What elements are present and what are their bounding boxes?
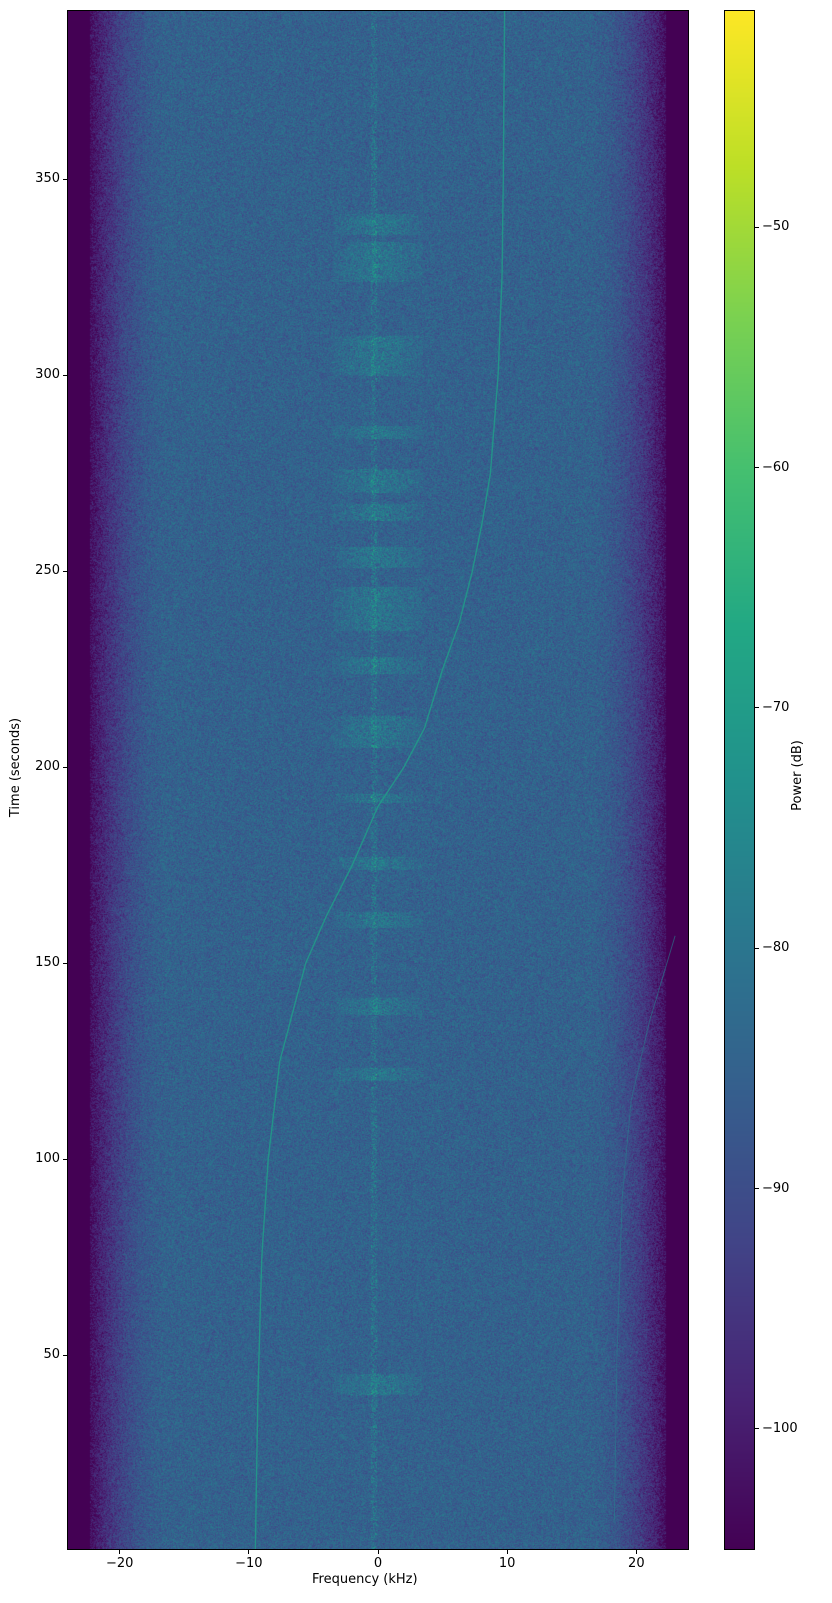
signal-traces [68,11,688,1549]
colorbar-tick-label: −90 [762,1181,789,1196]
colorbar [724,10,755,1550]
spectrogram-plot-area [67,10,689,1550]
y-tick-label: 100 [35,1151,60,1166]
colorbar-tick-label: −60 [762,460,789,475]
x-tick-label: 10 [499,1556,516,1571]
y-tick [63,571,67,572]
colorbar-label: Power (dB) [790,740,805,811]
signal-trace-2 [614,936,675,1520]
signal-trace-1 [255,11,504,1549]
colorbar-tick [755,1188,759,1189]
x-tick [378,1550,379,1554]
y-tick-label: 350 [35,171,60,186]
colorbar-tick-label: −70 [762,700,789,715]
x-axis-label: Frequency (kHz) [312,1572,418,1587]
colorbar-tick-label: −80 [762,940,789,955]
x-tick [119,1550,120,1554]
x-tick [507,1550,508,1554]
x-tick-label: 0 [374,1556,382,1571]
y-tick-label: 300 [35,367,60,382]
y-tick [63,963,67,964]
x-tick [248,1550,249,1554]
y-tick-label: 250 [35,563,60,578]
chart-figure: −20 −10 0 10 20 50 100 150 200 250 300 350 −50 −60 −70… [0,0,832,1603]
y-axis-label: Time (seconds) [8,718,23,817]
x-tick [636,1550,637,1554]
x-tick-label: −10 [235,1556,262,1571]
y-tick-label: 150 [35,955,60,970]
colorbar-tick-label: −100 [762,1421,798,1436]
y-tick-label: 200 [35,759,60,774]
y-tick [63,767,67,768]
colorbar-gradient [725,11,754,1549]
x-tick-label: 20 [628,1556,645,1571]
colorbar-tick [755,948,759,949]
y-tick [63,179,67,180]
colorbar-tick [755,707,759,708]
colorbar-tick [755,467,759,468]
x-tick-label: −20 [106,1556,133,1571]
colorbar-tick [755,1428,759,1429]
y-tick [63,1355,67,1356]
colorbar-tick-label: −50 [762,219,789,234]
colorbar-tick [755,227,759,228]
y-tick-label: 50 [43,1347,60,1362]
y-tick [63,375,67,376]
y-tick [63,1159,67,1160]
